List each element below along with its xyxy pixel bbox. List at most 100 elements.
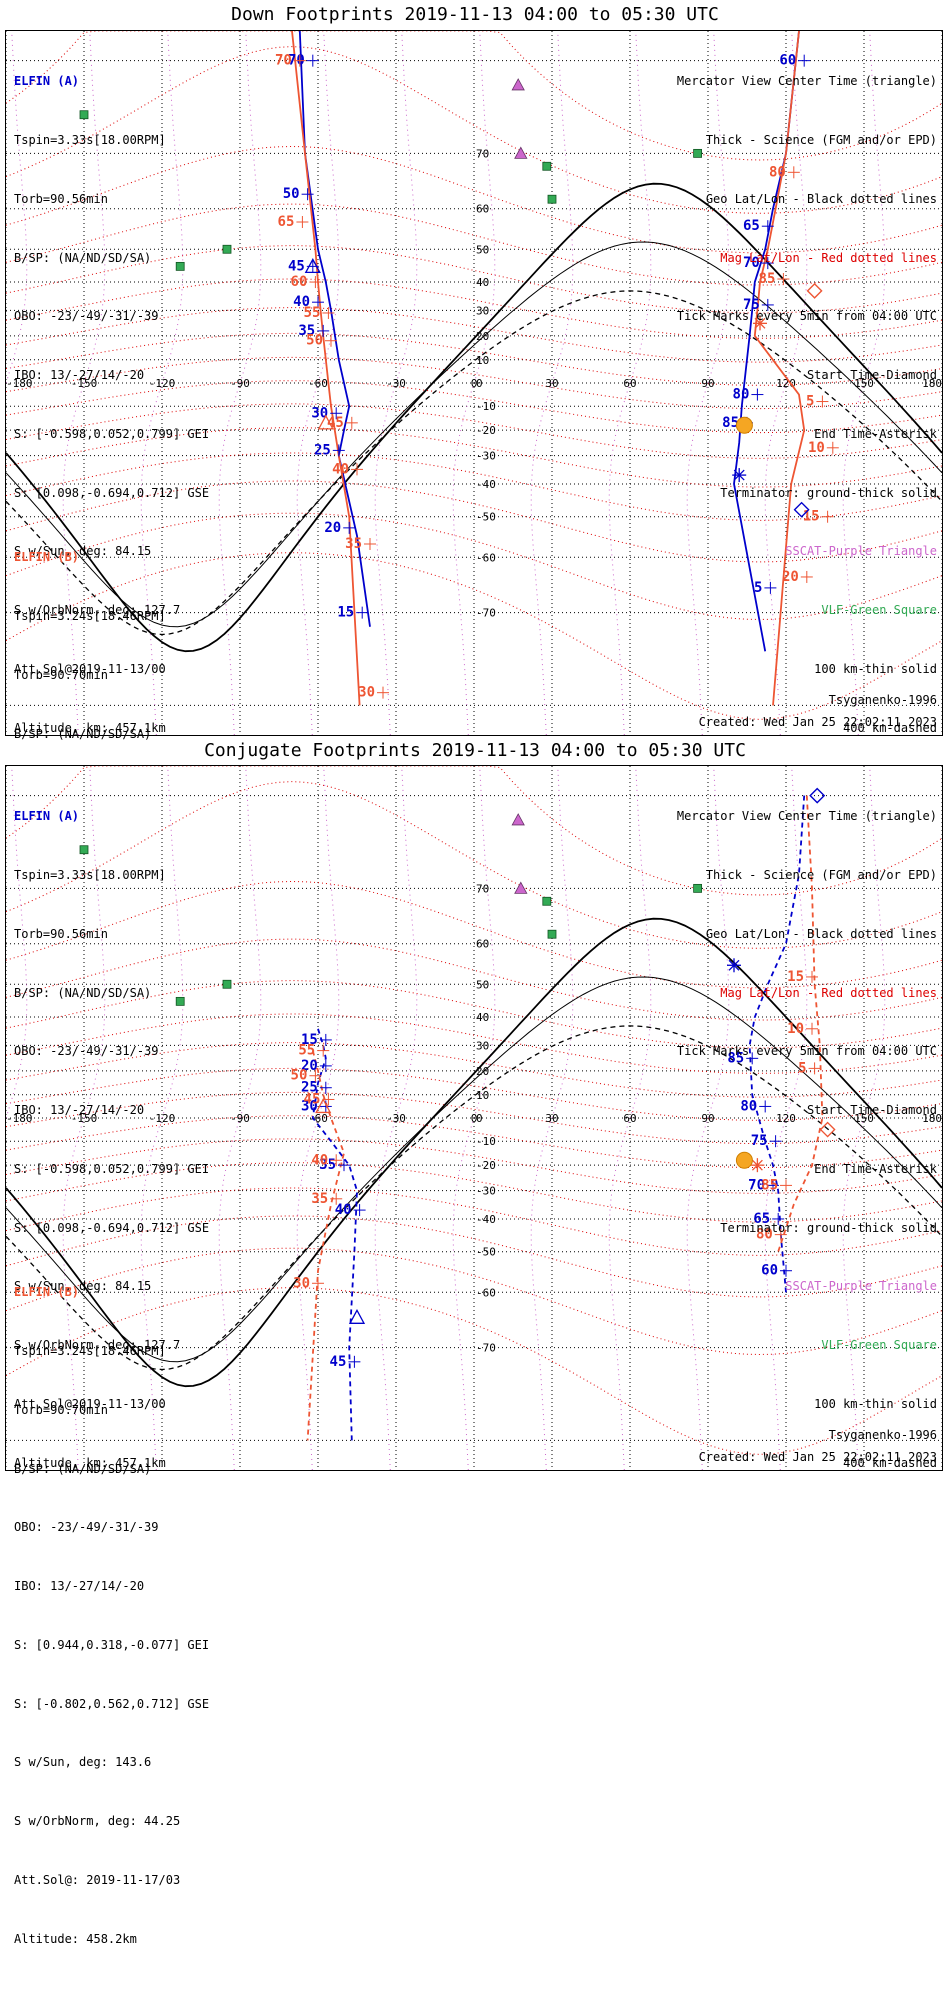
lat-tick-label: 40 bbox=[476, 1011, 489, 1024]
legend-vlf: VLF-Green Square bbox=[821, 603, 937, 618]
lat-tick-label: -30 bbox=[476, 450, 496, 463]
elfin-b-tick-label: 80 bbox=[756, 1227, 773, 1243]
elfin-b-start-diamond bbox=[806, 282, 823, 299]
conjugate-map: -180 -150 -120 -90 -60 -30 0 30 60 90 120 150 180706… bbox=[6, 766, 942, 1470]
elfin-b-end-asterisk bbox=[750, 1158, 765, 1173]
elfin-b-track bbox=[753, 31, 806, 706]
vlf-site-square bbox=[542, 896, 552, 906]
elfin-b-line: Torb=90.70min bbox=[14, 667, 108, 682]
sun-icon bbox=[735, 1151, 753, 1169]
legend-end: End Time-Asterisk bbox=[814, 1161, 937, 1176]
elfin-a-tick-label: 25 bbox=[301, 1080, 318, 1096]
legend-geo: Geo Lat/Lon - Black dotted lines bbox=[705, 191, 937, 206]
elfin-a-center-triangle bbox=[348, 1308, 366, 1324]
legend-mercator: Mercator View Center Time (triangle) bbox=[676, 74, 937, 89]
elfin-a-tick-label: 60 bbox=[779, 53, 796, 69]
elfin-b-tick-label: 60 bbox=[291, 274, 308, 290]
lat-tick-label: -10 bbox=[476, 400, 496, 413]
elfin-a-line: Att.Sol@2019-11-13/00 bbox=[14, 1397, 166, 1411]
lat-tick-label: 60 bbox=[476, 938, 489, 951]
elfin-a-line: Altitude, km: 457.1km bbox=[14, 720, 166, 735]
lon-tick-label: -30 bbox=[386, 1112, 406, 1125]
lon-tick-label: 150 bbox=[854, 1112, 874, 1125]
lat-tick-label: -60 bbox=[476, 1286, 496, 1299]
elfin-a-line: S: [0.098,-0.694,0.712] GSE bbox=[14, 1220, 210, 1235]
mag-latitude-line bbox=[6, 552, 942, 720]
vlf-site-square bbox=[693, 148, 702, 158]
elfin-a-line: S w/Sun, deg: 84.15 bbox=[14, 544, 152, 559]
elfin-a-line: OBO: -23/-49/-31/-39 bbox=[14, 1044, 159, 1059]
elfin-b-line: B/SP: (NA/ND/SD/SA) bbox=[14, 726, 152, 741]
lat-tick-label: 40 bbox=[476, 276, 489, 289]
elfin-a-tick-label: 15 bbox=[337, 605, 354, 621]
mag-latitude-line bbox=[6, 1215, 942, 1298]
lat-tick-label: 0 bbox=[476, 377, 483, 390]
elfin-a-tick-label: 85 bbox=[722, 415, 739, 431]
elfin-b-name: ELFIN (B) bbox=[14, 1285, 80, 1300]
elfin-b-line: S w/OrbNorm, deg: 44.25 bbox=[14, 1814, 181, 1829]
elfin-b-line: Tspin=3.24s[18.46RPM] bbox=[14, 608, 166, 623]
mag-latitude-line bbox=[6, 307, 942, 363]
lat-tick-label: 70 bbox=[476, 882, 489, 895]
lon-tick-label: 180 bbox=[922, 1112, 942, 1125]
legend-sscat: SSCAT-Purple Triangle bbox=[785, 1279, 937, 1294]
sun-icon bbox=[735, 416, 753, 434]
elfin-b-tick-label: 40 bbox=[311, 1152, 328, 1168]
elfin-a-name: ELFIN (A) bbox=[14, 809, 80, 824]
elfin-a-line: S: [0.098,-0.694,0.712] GSE bbox=[14, 485, 210, 500]
vlf-site-square bbox=[547, 929, 557, 939]
elfin-a-tick-label: 35 bbox=[319, 1157, 336, 1173]
lon-tick-label: -150 bbox=[71, 377, 98, 390]
legend-thick: Thick - Science (FGM and/or EPD) bbox=[705, 132, 937, 147]
elfin-a-tick-label: 35 bbox=[298, 323, 315, 339]
mag-latitude-line bbox=[6, 46, 942, 214]
elfin-b-tick-label: 55 bbox=[304, 305, 321, 321]
elfin-a-line: S: [-0.598,0.052,0.799] GEI bbox=[14, 426, 210, 441]
lat-tick-label: -20 bbox=[476, 1159, 496, 1172]
elfin-a-tick-label: 65 bbox=[743, 218, 760, 234]
elfin-b-tick-label: 85 bbox=[759, 271, 776, 287]
lon-tick-label: 120 bbox=[776, 1112, 796, 1125]
elfin-b-tick-label: 15 bbox=[803, 509, 820, 525]
vlf-site-square bbox=[222, 979, 232, 989]
lat-tick-label: 0 bbox=[476, 1112, 483, 1125]
elfin-b-track bbox=[777, 795, 824, 1252]
vlf-site-square bbox=[693, 883, 702, 893]
elfin-a-center-triangle bbox=[304, 258, 321, 274]
elfin-b-tick-label: 45 bbox=[304, 1091, 321, 1107]
elfin-a-line: Tspin=3.33s[18.00RPM] bbox=[14, 867, 166, 882]
lat-tick-label: 10 bbox=[476, 354, 489, 367]
elfin-a-tick-label: 75 bbox=[743, 297, 760, 313]
legend-terminator: Terminator: ground-thick solid bbox=[720, 1220, 937, 1235]
elfin-a-tick-label: 25 bbox=[314, 442, 331, 458]
elfin-a-tick-label: 80 bbox=[733, 387, 750, 403]
elfin-a-tick-label: 50 bbox=[283, 186, 300, 202]
legend-start: Start Time-Diamond bbox=[806, 368, 937, 383]
legend-ticks: Tick Marks every 5min from 04:00 UTC bbox=[676, 309, 937, 324]
terminator-ground bbox=[6, 917, 942, 1388]
sscat-site-triangle bbox=[511, 78, 525, 91]
elfin-b-name: ELFIN (B) bbox=[14, 550, 80, 565]
mag-latitude-line bbox=[6, 1013, 942, 1074]
terminator-100km bbox=[6, 976, 942, 1363]
elfin-b-line: S: [-0.802,0.562,0.712] GSE bbox=[14, 1696, 210, 1711]
elfin-a-line: Altitude, km: 457.1km bbox=[14, 1455, 166, 1470]
mag-latitude-line bbox=[6, 880, 942, 989]
terminator-400km bbox=[6, 290, 942, 636]
elfin-b-line: B/SP: (NA/ND/SD/SA) bbox=[14, 1461, 152, 1476]
terminator-ground bbox=[6, 182, 942, 653]
elfin-b-info: ELFIN (B) Tspin=3.24s[18.46RPM] Torb=90.… bbox=[14, 1244, 209, 1989]
elfin-a-tick-label: 20 bbox=[301, 1058, 318, 1074]
elfin-a-tick-label: 20 bbox=[324, 520, 341, 536]
lon-tick-label: -150 bbox=[71, 1112, 98, 1125]
legend-100km: 100 km-thin solid bbox=[814, 1397, 937, 1411]
lon-tick-label: -120 bbox=[149, 1112, 176, 1125]
mag-latitude-line bbox=[6, 781, 942, 949]
lon-tick-label: 90 bbox=[701, 377, 714, 390]
elfin-a-line: Torb=90.56min bbox=[14, 191, 108, 206]
lon-tick-label: 0 bbox=[471, 377, 478, 390]
sscat-site-triangle bbox=[514, 146, 528, 159]
created-label: Created: Wed Jan 25 22:02:11 2023 bbox=[698, 1450, 937, 1465]
legend-400km: 400 km-dashed bbox=[843, 1455, 937, 1470]
legend-mercator: Mercator View Center Time (triangle) bbox=[676, 809, 937, 824]
